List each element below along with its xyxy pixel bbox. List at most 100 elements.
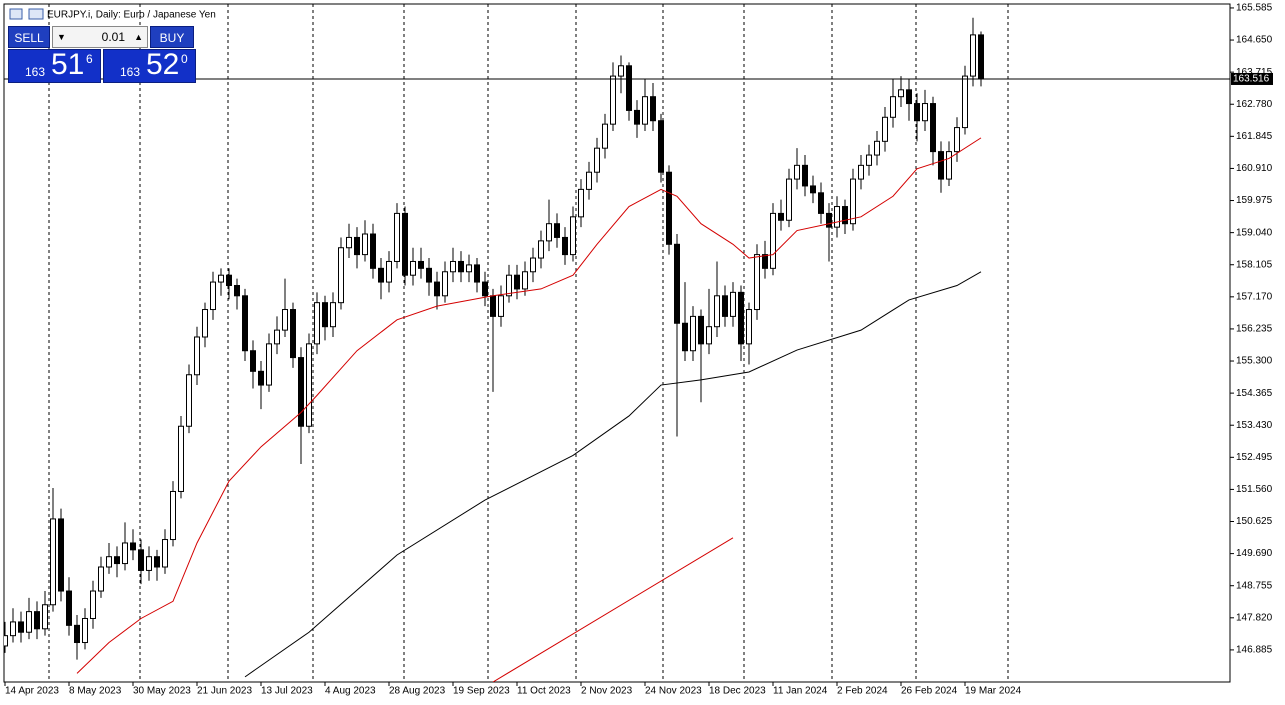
x-tick-label: 30 May 2023 — [133, 686, 191, 697]
candle-body — [786, 178, 792, 221]
candle-body — [626, 65, 632, 111]
sell-button[interactable]: SELL — [8, 26, 50, 48]
y-tick-label: 164.650 — [1236, 35, 1273, 46]
candle-body — [386, 260, 392, 283]
y-tick-label: 159.975 — [1236, 195, 1273, 206]
candle-body — [4, 635, 8, 647]
candle-body — [90, 590, 96, 619]
x-tick-label: 21 Jun 2023 — [197, 686, 252, 697]
candle-body — [170, 490, 176, 541]
candle-body — [482, 281, 488, 297]
x-tick-label: 24 Nov 2023 — [645, 686, 702, 697]
x-tick-label: 19 Sep 2023 — [453, 686, 510, 697]
candle-body — [762, 254, 768, 269]
x-tick-label: 14 Apr 2023 — [5, 686, 59, 697]
candle-body — [306, 343, 312, 427]
candle-body — [506, 274, 512, 297]
candle-body — [362, 233, 368, 256]
lot-up[interactable]: ▲ — [134, 32, 143, 42]
candle-body — [458, 260, 464, 273]
candle-body — [58, 518, 64, 592]
candle-body — [842, 206, 848, 225]
candle-body — [442, 271, 448, 297]
candle-body — [338, 247, 344, 304]
y-tick-label: 153.430 — [1236, 420, 1273, 431]
candle-body — [554, 223, 560, 238]
candle-body — [658, 120, 664, 173]
candle-body — [490, 295, 496, 317]
candle-body — [938, 151, 944, 180]
lot-down[interactable]: ▼ — [57, 32, 66, 42]
candle-body — [394, 212, 400, 262]
y-tick-label: 146.885 — [1236, 645, 1273, 656]
candle-body — [730, 291, 736, 317]
candle-body — [18, 621, 24, 633]
candle-body — [354, 236, 360, 256]
y-tick-label: 157.170 — [1236, 291, 1273, 302]
candle-body — [498, 295, 504, 317]
x-tick-label: 2 Feb 2024 — [837, 686, 888, 697]
y-tick-label: 158.105 — [1236, 259, 1273, 270]
candle-body — [298, 357, 304, 427]
candle-body — [66, 590, 72, 626]
candle-body — [154, 556, 160, 568]
bid-main: 51 — [51, 48, 85, 81]
candle-body — [250, 350, 256, 372]
x-tick-label: 11 Jan 2024 — [773, 686, 828, 697]
chart-icon — [28, 8, 44, 20]
x-tick-label: 13 Jul 2023 — [261, 686, 313, 697]
candle-body — [234, 284, 240, 297]
y-tick-label: 156.235 — [1236, 324, 1273, 335]
candle-body — [778, 212, 784, 221]
candle-body — [954, 127, 960, 153]
candle-body — [746, 309, 752, 345]
candle-body — [10, 621, 16, 637]
candle-body — [610, 75, 616, 125]
candle-body — [962, 75, 968, 129]
candle-body — [546, 223, 552, 242]
candle-body — [714, 295, 720, 328]
candle-body — [330, 302, 336, 328]
y-tick-label: 154.365 — [1236, 388, 1273, 399]
candle-body — [530, 257, 536, 273]
y-tick-label: 149.690 — [1236, 548, 1273, 559]
candle-body — [466, 264, 472, 273]
candle-body — [314, 302, 320, 345]
candle-body — [826, 212, 832, 228]
lot-input[interactable]: ▼ 0.01 ▲ — [52, 26, 148, 48]
candle-body — [42, 604, 48, 630]
candle-body — [346, 236, 352, 249]
y-tick-label: 160.910 — [1236, 163, 1273, 174]
ask-big: 163 — [120, 65, 141, 79]
candle-body — [178, 425, 184, 492]
candle-body — [186, 374, 192, 427]
candle-body — [34, 611, 40, 630]
last-price-label: 163.516 — [1233, 74, 1270, 85]
candle-body — [538, 240, 544, 259]
bid-quote[interactable]: 163 51 6 — [8, 48, 101, 83]
y-tick-label: 152.495 — [1236, 452, 1273, 463]
candle-body — [754, 254, 760, 311]
candle-body — [410, 260, 416, 276]
buy-button[interactable]: BUY — [150, 26, 194, 48]
candle-body — [266, 343, 272, 386]
indicator-line — [492, 537, 734, 682]
indicator-line — [76, 137, 982, 674]
candle-body — [930, 103, 936, 153]
y-tick-label: 161.845 — [1236, 131, 1273, 142]
ask-small: 0 — [181, 52, 188, 66]
candle-body — [866, 154, 872, 166]
candle-body — [618, 65, 624, 77]
candle-body — [858, 164, 864, 180]
candle-body — [810, 185, 816, 194]
candle-body — [874, 140, 880, 156]
candle-body — [146, 556, 152, 571]
candle-body — [138, 549, 144, 571]
candle-body — [378, 267, 384, 283]
candle-body — [594, 147, 600, 173]
candle-body — [258, 370, 264, 386]
y-tick-label: 147.820 — [1236, 612, 1273, 623]
candle-body — [818, 192, 824, 214]
ask-quote[interactable]: 163 52 0 — [103, 48, 196, 83]
